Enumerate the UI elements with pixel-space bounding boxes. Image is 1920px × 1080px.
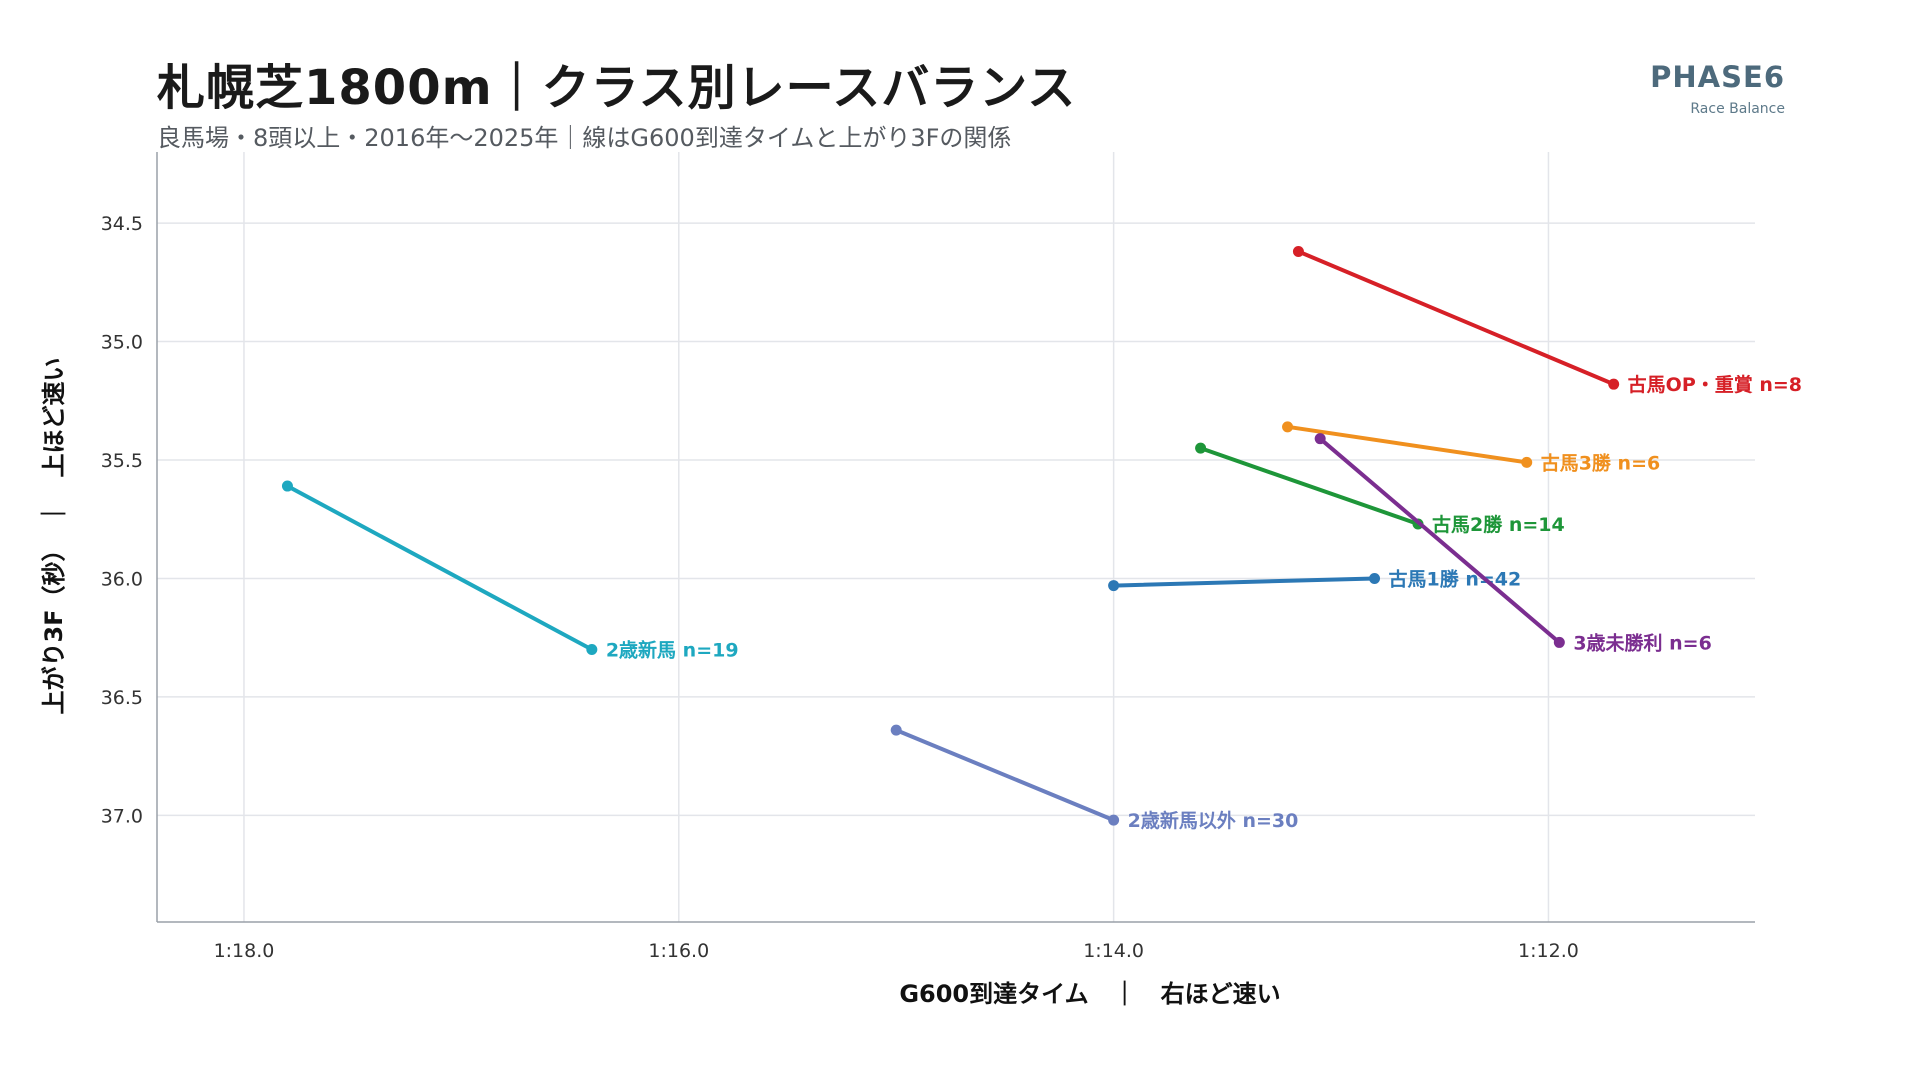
y-tick-label: 35.5	[101, 450, 143, 472]
x-tick-label: 1:16.0	[648, 940, 709, 962]
y-tick-label: 37.0	[101, 805, 143, 827]
series-label: 古馬OP・重賞 n=8	[1628, 373, 1802, 396]
data-point	[890, 724, 902, 736]
x-tick-label: 1:18.0	[214, 940, 275, 962]
series: 2歳新馬以外 n=30	[890, 724, 1299, 832]
data-point	[1195, 442, 1207, 454]
series-label: 2歳新馬以外 n=30	[1128, 809, 1299, 832]
data-point	[1369, 572, 1381, 584]
grid-lines	[157, 152, 1755, 922]
brand-logo: PHASE6	[1650, 60, 1785, 94]
y-tick-label: 36.5	[101, 687, 143, 709]
data-point	[281, 480, 293, 492]
series-line	[1318, 436, 1562, 645]
series-label: 2歳新馬 n=19	[606, 639, 739, 662]
series: 古馬OP・重賞 n=8	[1292, 246, 1802, 396]
series: 3歳未勝利 n=6	[1314, 433, 1712, 654]
series-line	[285, 484, 594, 652]
data-point	[1521, 456, 1533, 468]
y-axis-label: 上がり3F（秒） ｜ 上ほど速い	[40, 357, 68, 714]
series: 古馬3勝 n=6	[1282, 421, 1660, 474]
data-point	[1108, 580, 1120, 592]
y-tick-label: 36.0	[101, 568, 143, 590]
x-tick-label: 1:14.0	[1083, 940, 1144, 962]
series: 古馬1勝 n=42	[1108, 567, 1522, 592]
series: 2歳新馬 n=19	[281, 480, 739, 662]
series-label: 古馬1勝 n=42	[1389, 567, 1522, 590]
chart-title: 札幌芝1800m｜クラス別レースバランス	[157, 60, 1077, 116]
data-point	[1108, 814, 1120, 826]
series-line	[1296, 249, 1616, 387]
y-tick-label: 35.0	[101, 332, 143, 354]
data-point	[1292, 246, 1304, 258]
tick-labels: 1:18.0 1:16.0 1:14.0 1:12.0 34.5 35.0 35.5 36.0…	[101, 213, 1579, 962]
axes	[156, 152, 1755, 923]
x-axis-label: G600到達タイム ｜ 右ほど速い	[899, 980, 1280, 1008]
series-label: 3歳未勝利 n=6	[1573, 631, 1712, 654]
series-label: 古馬3勝 n=6	[1541, 451, 1661, 474]
data-point	[1608, 378, 1620, 390]
data-point	[1282, 421, 1294, 433]
x-tick-label: 1:12.0	[1518, 940, 1579, 962]
data-point	[1314, 433, 1326, 445]
data-point	[586, 644, 598, 656]
brand-subtitle: Race Balance	[1690, 101, 1785, 117]
data-point	[1553, 636, 1565, 648]
series-line	[1285, 424, 1529, 465]
series: 古馬2勝 n=14	[1195, 442, 1565, 536]
series-line	[1198, 446, 1421, 526]
series-label: 古馬2勝 n=14	[1432, 513, 1565, 536]
chart-subtitle: 良馬場・8頭以上・2016年〜2025年｜線はG600到達タイムと上がり3Fの関…	[157, 124, 1012, 152]
series-line	[894, 728, 1116, 823]
series-line	[1111, 576, 1377, 588]
y-tick-label: 34.5	[101, 213, 143, 235]
series-group: 古馬OP・重賞 n=8 古馬3勝 n=6 古馬2勝 n=14 古馬1勝 n=42 3歳未…	[281, 246, 1802, 832]
